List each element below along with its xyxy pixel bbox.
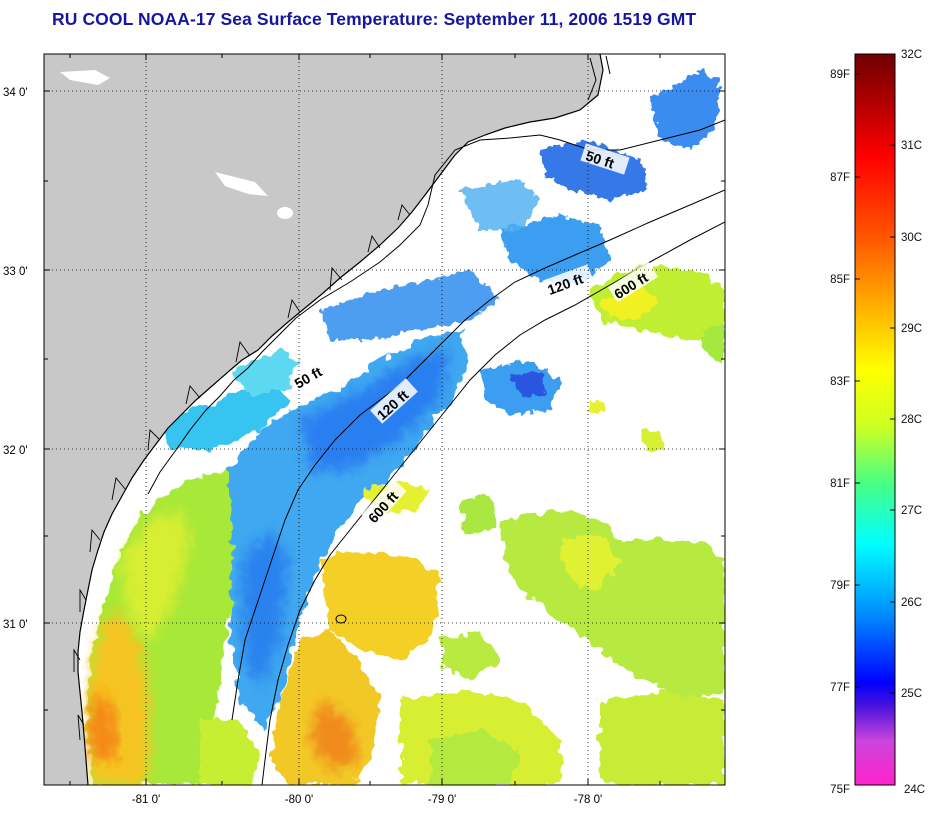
cb-c-28: 28C — [901, 414, 922, 426]
inland-lake-2 — [277, 207, 293, 219]
lon-label-80: -80 0' — [285, 794, 313, 806]
axis-ticks — [44, 54, 725, 785]
lat-label-33: 33 0' — [3, 266, 28, 278]
cb-c-32: 32C — [901, 49, 922, 61]
cb-f-85: 85F — [830, 274, 850, 286]
cb-f-79: 79F — [830, 580, 850, 592]
land-mass — [44, 54, 603, 785]
estuary-lines — [73, 204, 411, 741]
coastline — [77, 54, 604, 785]
cb-f-89: 89F — [830, 69, 850, 81]
cb-f-77: 77F — [830, 682, 850, 694]
colorbar-gradient — [854, 53, 896, 786]
cb-c-25: 25C — [901, 688, 922, 700]
cb-f-81: 81F — [830, 478, 850, 490]
cb-f-75: 75F — [830, 784, 850, 796]
lon-label-79: -79 0' — [428, 794, 456, 806]
lon-label-78: -78 0' — [574, 794, 602, 806]
colorbar: 89F 87F 85F 83F 81F 79F 77F 75F 32C 31C … — [830, 49, 925, 796]
graticule — [44, 54, 725, 785]
cb-c-29: 29C — [901, 323, 922, 335]
cb-c-24: 24C — [904, 784, 925, 796]
map-frame — [43, 53, 726, 786]
inlet-lines — [587, 55, 611, 101]
isobath-600ft — [261, 221, 725, 785]
map-plot-area: 50 ft 50 ft 120 ft 120 ft 600 ft 600 ft — [44, 54, 725, 785]
cb-c-31: 31C — [901, 140, 922, 152]
isobath-50ft — [147, 119, 725, 495]
cb-c-26: 26C — [901, 597, 922, 609]
lon-label-81: -81 0' — [132, 794, 160, 806]
lat-label-34: 34 0' — [3, 87, 28, 99]
map-title: RU COOL NOAA-17 Sea Surface Temperature:… — [52, 9, 697, 29]
lat-label-31: 31 0' — [3, 619, 28, 631]
inland-lake-3 — [215, 172, 268, 196]
lat-label-32: 32 0' — [3, 445, 28, 457]
cb-c-30: 30C — [901, 232, 922, 244]
cb-f-83: 83F — [830, 376, 850, 388]
cb-c-27: 27C — [901, 505, 922, 517]
inland-lake — [60, 70, 110, 85]
sst-field — [86, 70, 725, 785]
cb-f-87: 87F — [830, 172, 850, 184]
